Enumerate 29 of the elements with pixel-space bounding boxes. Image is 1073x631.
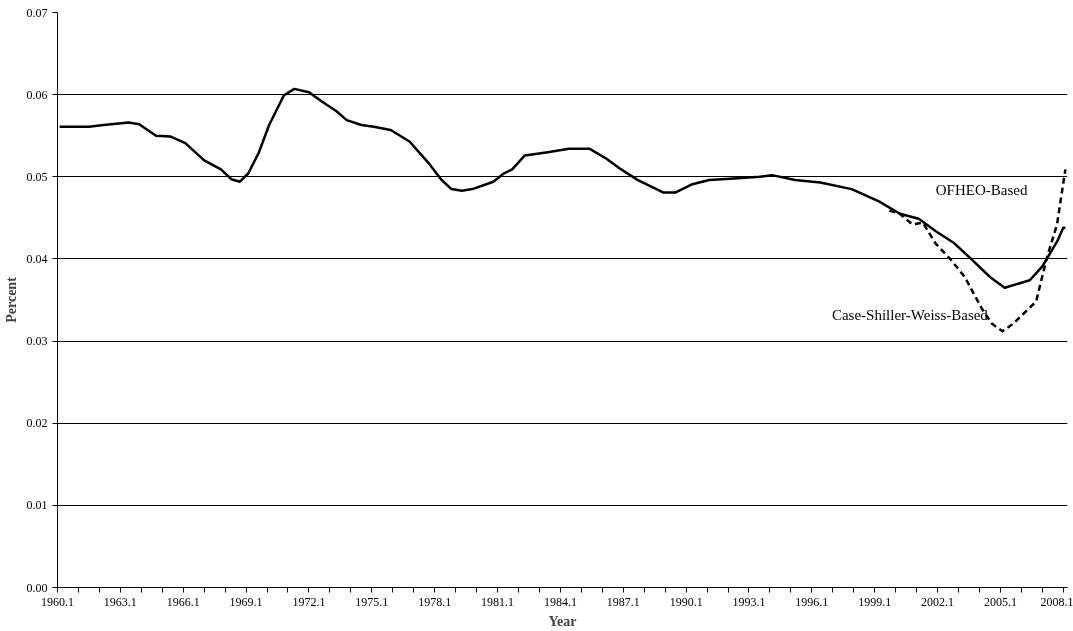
- x-tick-label: 1984.1: [543, 594, 577, 609]
- y-tick-label: 0.06: [26, 87, 48, 102]
- x-tick-label: 1963.1: [103, 594, 137, 609]
- x-tick-label: 2002.1: [921, 594, 955, 609]
- x-tick-label: 1978.1: [418, 594, 452, 609]
- x-tick-label: 1987.1: [606, 594, 640, 609]
- y-tick-label: 0.02: [26, 416, 48, 431]
- series-label: OFHEO-Based: [935, 181, 1028, 198]
- x-tick-label: 1981.1: [481, 594, 515, 609]
- x-tick-label: 1993.1: [732, 594, 766, 609]
- y-tick-label: 0.03: [26, 334, 48, 349]
- series-label: Case-Shiller-Weiss-Based: [831, 306, 989, 323]
- y-tick-label: 0.07: [26, 5, 48, 20]
- x-tick-label: 1996.1: [795, 594, 829, 609]
- x-tick-label: 2008.1: [1040, 594, 1073, 609]
- x-tick-label: 1999.1: [858, 594, 892, 609]
- y-tick-label: 0.04: [26, 251, 48, 266]
- x-tick-label: 1960.1: [41, 594, 74, 609]
- y-tick-label: 0.01: [26, 498, 48, 513]
- x-axis-title: Year: [548, 613, 577, 629]
- y-axis-title: Percent: [3, 276, 19, 323]
- y-tick-label: 0.05: [26, 169, 48, 184]
- y-tick-label: 0.00: [26, 580, 48, 595]
- x-tick-label: 1990.1: [669, 594, 703, 609]
- x-tick-label: 1972.1: [292, 594, 326, 609]
- x-tick-label: 1969.1: [229, 594, 263, 609]
- x-tick-label: 2005.1: [983, 594, 1017, 609]
- x-tick-label: 1975.1: [355, 594, 389, 609]
- x-tick-label: 1966.1: [166, 594, 200, 609]
